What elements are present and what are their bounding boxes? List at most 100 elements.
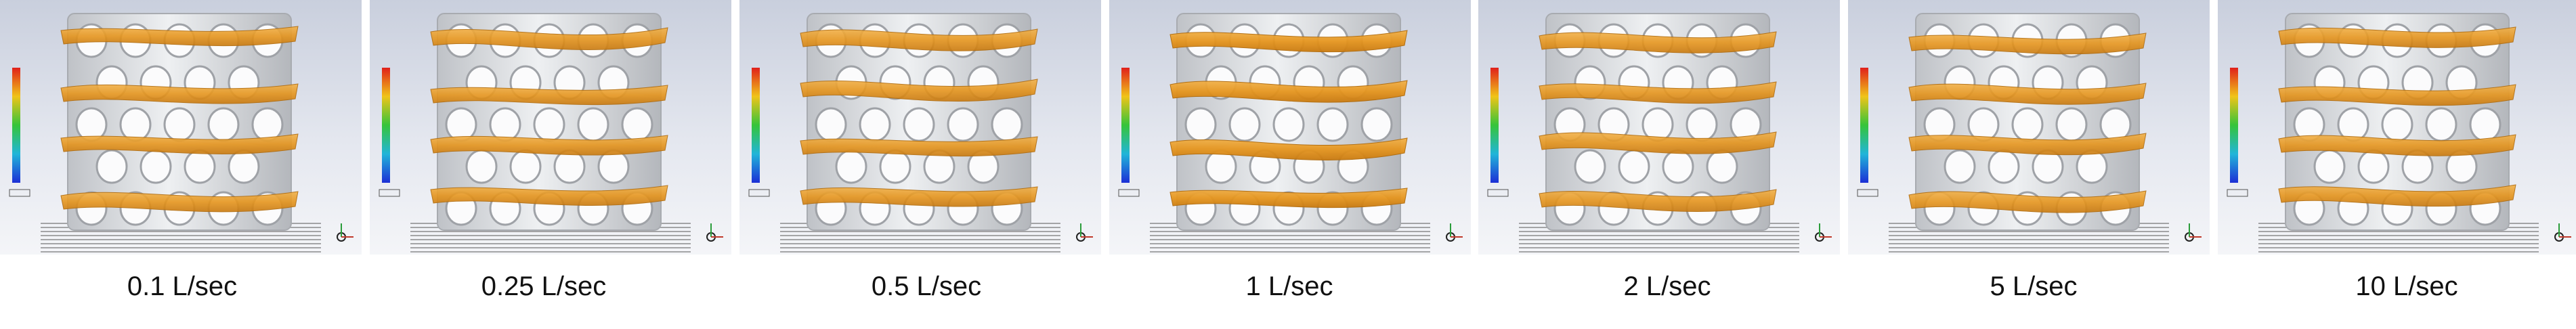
lattice-hole: [1944, 149, 1976, 184]
panel-caption: 5 L/sec: [1990, 271, 2078, 301]
iso-surface-band: [1908, 32, 2147, 55]
iso-surface-band: [1539, 131, 1777, 154]
lattice-hole: [1272, 107, 1305, 142]
lattice-hole: [2099, 107, 2132, 142]
legend-colorbar: [752, 68, 760, 183]
iso-surface-band: [1908, 133, 2147, 156]
lattice-hole: [228, 149, 260, 184]
panel-caption: 2 L/sec: [1624, 271, 1711, 301]
legend-unit-box: [1487, 189, 1509, 197]
lattice-hole: [903, 107, 935, 142]
lattice-hole: [139, 149, 172, 184]
lattice-hole: [815, 107, 847, 142]
panel: [370, 0, 731, 255]
iso-surface-band: [1908, 190, 2147, 213]
lattice-hole: [879, 149, 911, 184]
lattice-hole: [207, 107, 240, 142]
lattice-hole: [1662, 149, 1694, 184]
iso-surface-band: [800, 186, 1038, 207]
iso-surface-band: [1169, 188, 1408, 209]
iso-surface-band: [60, 26, 299, 47]
iso-surface-band: [1169, 137, 1408, 160]
iso-surface-band: [1539, 81, 1777, 104]
legend-unit-box: [9, 189, 30, 197]
lattice-hole: [2357, 149, 2390, 184]
lattice-hole: [1316, 107, 1349, 142]
iso-surface-band: [60, 191, 299, 213]
iso-surface-band: [1908, 83, 2147, 105]
legend-colorbar: [382, 68, 390, 183]
lattice-hole: [1184, 107, 1217, 142]
lattice-hole: [947, 107, 979, 142]
iso-surface-band: [800, 79, 1038, 102]
legend-colorbar: [1490, 68, 1499, 183]
iso-surface-band: [1169, 30, 1408, 53]
lattice-hole: [1988, 149, 2020, 184]
lattice-hole: [489, 107, 521, 142]
lattice-hole: [1574, 149, 1606, 184]
iso-surface-band: [2278, 134, 2516, 156]
lattice-hole: [835, 149, 867, 184]
iso-surface-band: [1169, 80, 1408, 103]
iso-surface-band: [430, 85, 668, 106]
panel: [739, 0, 1101, 255]
legend-colorbar: [12, 68, 20, 183]
panel-caption: 0.1 L/sec: [127, 271, 237, 301]
lattice-hole: [465, 149, 498, 184]
panel-caption: 0.25 L/sec: [481, 271, 607, 301]
iso-surface-band: [430, 135, 668, 156]
lattice-hole: [577, 107, 609, 142]
iso-surface-band: [430, 185, 668, 206]
legend-unit-box: [1118, 189, 1140, 197]
panel: [1848, 0, 2210, 255]
legend-colorbar: [2230, 68, 2238, 183]
lattice-hole: [1706, 149, 1738, 184]
iso-surface-band: [60, 133, 299, 154]
legend-colorbar: [1121, 68, 1130, 183]
lattice-hole: [2076, 149, 2108, 184]
legend-unit-box: [1857, 189, 1879, 197]
panel-caption: 1 L/sec: [1246, 271, 1333, 301]
iso-surface-band: [1539, 189, 1777, 212]
lattice-hole: [1228, 107, 1261, 142]
legend-colorbar: [1860, 68, 1868, 183]
panel: [1109, 0, 1471, 255]
lattice-hole: [1686, 107, 1718, 142]
lattice-hole: [251, 107, 284, 142]
panel: [0, 0, 362, 255]
iso-surface-band: [2278, 84, 2516, 106]
lattice-hole: [991, 107, 1023, 142]
lattice-hole: [1618, 149, 1650, 184]
lattice-hole: [2032, 149, 2064, 184]
iso-surface-band: [430, 27, 668, 50]
iso-surface-band: [1539, 31, 1777, 53]
lattice-hole: [95, 149, 128, 184]
lattice-hole: [163, 107, 196, 142]
iso-surface-band: [60, 83, 299, 104]
lattice-hole: [445, 107, 477, 142]
panel: [2218, 0, 2576, 255]
legend-unit-box: [379, 189, 400, 197]
iso-surface-band: [800, 136, 1038, 157]
lattice-hole: [509, 149, 542, 184]
lattice-hole: [1360, 107, 1393, 142]
iso-surface-band: [2278, 26, 2516, 48]
lattice-hole: [184, 149, 216, 184]
lattice-hole: [119, 107, 152, 142]
lattice-hole: [621, 107, 653, 142]
lattice-hole: [2313, 149, 2346, 184]
lattice-hole: [533, 107, 565, 142]
lattice-hole: [2425, 107, 2457, 142]
lattice-hole: [2011, 107, 2044, 142]
lattice-hole: [859, 107, 891, 142]
legend-unit-box: [2227, 189, 2248, 197]
iso-surface-band: [800, 28, 1038, 51]
lattice-hole: [2469, 107, 2502, 142]
lattice-hole: [2055, 107, 2088, 142]
lattice-hole: [2381, 107, 2413, 142]
iso-surface-band: [2278, 184, 2516, 207]
panel-caption: 10 L/sec: [2355, 271, 2457, 301]
legend-unit-box: [748, 189, 770, 197]
